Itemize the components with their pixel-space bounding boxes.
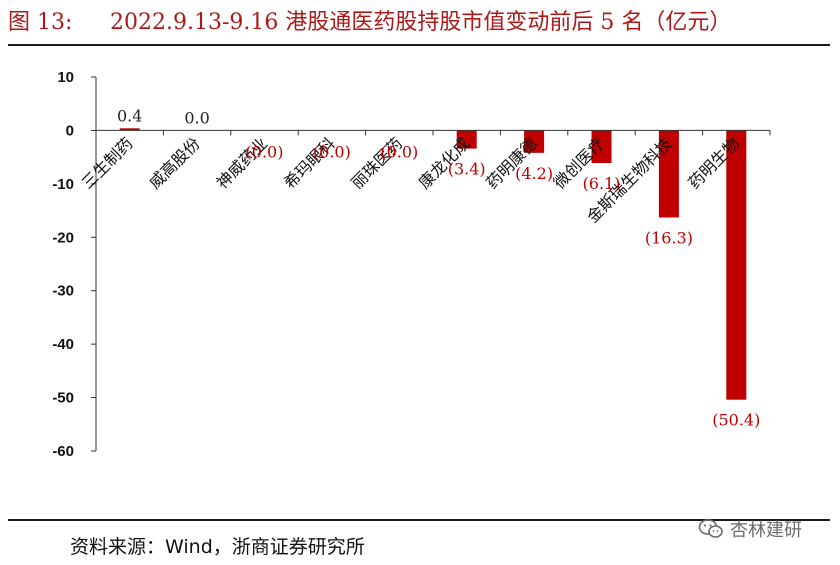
data-label: (4.2) bbox=[515, 164, 553, 183]
figure-title-text: 2022.9.13-9.16 港股通医药股持股市值变动前后 5 名（亿元） bbox=[110, 10, 732, 35]
data-label: (6.1) bbox=[583, 174, 621, 193]
bar bbox=[119, 128, 140, 131]
y-tick-label: -50 bbox=[52, 390, 74, 407]
data-label: (0.0) bbox=[246, 142, 284, 161]
bar bbox=[726, 130, 747, 400]
y-tick-label: 0 bbox=[66, 122, 74, 139]
title-divider bbox=[8, 44, 830, 46]
data-label: (0.0) bbox=[380, 142, 418, 161]
y-tick-label: -20 bbox=[52, 229, 74, 246]
source-note: 资料来源：Wind，浙商证券研究所 bbox=[70, 536, 365, 558]
figure-label: 图 13: bbox=[8, 10, 73, 35]
y-tick-label: -40 bbox=[52, 336, 74, 353]
bottom-divider bbox=[8, 519, 830, 521]
data-label: (16.3) bbox=[645, 229, 693, 248]
watermark: 杏林建研 bbox=[698, 514, 802, 544]
y-tick-label: -60 bbox=[52, 443, 74, 460]
y-tick-label: 10 bbox=[57, 69, 74, 86]
y-tick-label: -10 bbox=[52, 176, 74, 193]
y-tick-label: -30 bbox=[52, 283, 74, 300]
wechat-icon bbox=[698, 519, 723, 538]
data-label: 0.0 bbox=[184, 108, 209, 127]
data-label: (3.4) bbox=[448, 160, 486, 179]
figure-title: 图 13: 2022.9.13-9.16 港股通医药股持股市值变动前后 5 名（亿… bbox=[8, 8, 832, 38]
bar bbox=[658, 130, 679, 218]
bar bbox=[591, 130, 612, 164]
data-label: (0.0) bbox=[313, 142, 351, 161]
category-label: 威高股份 bbox=[145, 134, 204, 193]
bar bbox=[456, 130, 477, 149]
category-label: 三生制药 bbox=[78, 134, 137, 193]
data-label: (50.4) bbox=[712, 411, 760, 430]
data-label: 0.4 bbox=[117, 106, 142, 125]
watermark-text: 杏林建研 bbox=[730, 520, 802, 541]
bar bbox=[524, 130, 545, 153]
